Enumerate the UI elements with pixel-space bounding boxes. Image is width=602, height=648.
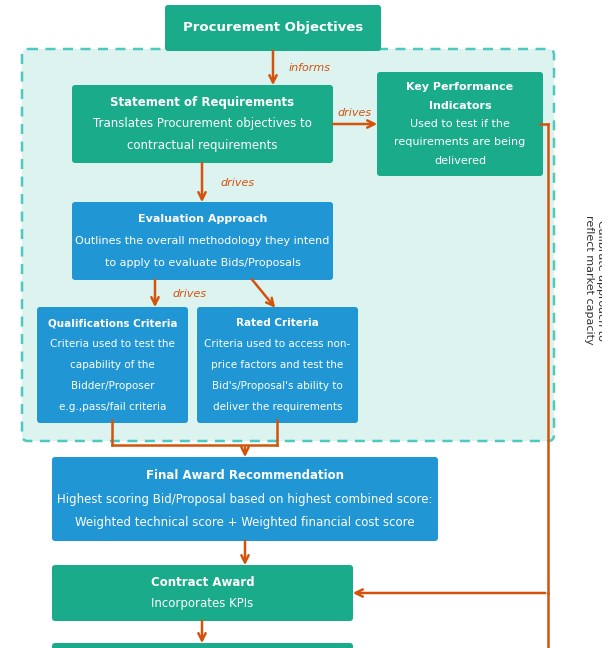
Text: Evaluation Approach: Evaluation Approach	[138, 214, 267, 224]
Text: to apply to evaluate Bids/Proposals: to apply to evaluate Bids/Proposals	[105, 258, 300, 268]
Text: Bidder/Proposer: Bidder/Proposer	[71, 381, 154, 391]
Text: price factors and test the: price factors and test the	[211, 360, 344, 370]
Text: e.g.,pass/fail criteria: e.g.,pass/fail criteria	[59, 402, 166, 411]
Text: Incorporates KPIs: Incorporates KPIs	[151, 597, 253, 610]
Text: deliver the requirements: deliver the requirements	[213, 402, 343, 411]
Text: Key Performance: Key Performance	[406, 82, 514, 92]
Text: drives: drives	[338, 108, 372, 118]
FancyBboxPatch shape	[37, 307, 188, 423]
Text: Bid's/Proposal's ability to: Bid's/Proposal's ability to	[212, 381, 343, 391]
Text: Qualifications Criteria: Qualifications Criteria	[48, 318, 177, 329]
Text: Final Award Recommendation: Final Award Recommendation	[146, 469, 344, 482]
FancyBboxPatch shape	[72, 85, 333, 163]
Text: drives: drives	[173, 289, 207, 299]
FancyBboxPatch shape	[52, 457, 438, 541]
Text: delivered: delivered	[434, 156, 486, 166]
Text: Weighted technical score + Weighted financial cost score: Weighted technical score + Weighted fina…	[75, 516, 415, 529]
Text: Criteria used to access non-: Criteria used to access non-	[204, 340, 350, 349]
Text: Calibrate approach to
reflect market capacity: Calibrate approach to reflect market cap…	[584, 215, 602, 345]
Text: contractual requirements: contractual requirements	[127, 139, 278, 152]
Text: Outlines the overall methodology they intend: Outlines the overall methodology they in…	[75, 236, 330, 246]
FancyBboxPatch shape	[52, 565, 353, 621]
FancyBboxPatch shape	[72, 202, 333, 280]
Text: informs: informs	[289, 63, 331, 73]
FancyBboxPatch shape	[165, 5, 381, 51]
Text: capability of the: capability of the	[70, 360, 155, 370]
Text: Procurement Objectives: Procurement Objectives	[183, 21, 363, 34]
FancyBboxPatch shape	[22, 49, 554, 441]
Text: Indicators: Indicators	[429, 100, 491, 111]
Text: requirements are being: requirements are being	[394, 137, 526, 148]
FancyBboxPatch shape	[377, 72, 543, 176]
Text: Translates Procurement objectives to: Translates Procurement objectives to	[93, 117, 312, 130]
Text: Highest scoring Bid/Proposal based on highest combined score:: Highest scoring Bid/Proposal based on hi…	[57, 492, 433, 505]
FancyBboxPatch shape	[197, 307, 358, 423]
Text: Statement of Requirements: Statement of Requirements	[110, 96, 294, 109]
FancyBboxPatch shape	[52, 643, 353, 648]
Text: Contract Award: Contract Award	[150, 575, 254, 588]
Text: Rated Criteria: Rated Criteria	[236, 318, 319, 329]
Text: Criteria used to test the: Criteria used to test the	[50, 340, 175, 349]
Text: drives: drives	[221, 178, 255, 188]
Text: Used to test if the: Used to test if the	[410, 119, 510, 129]
